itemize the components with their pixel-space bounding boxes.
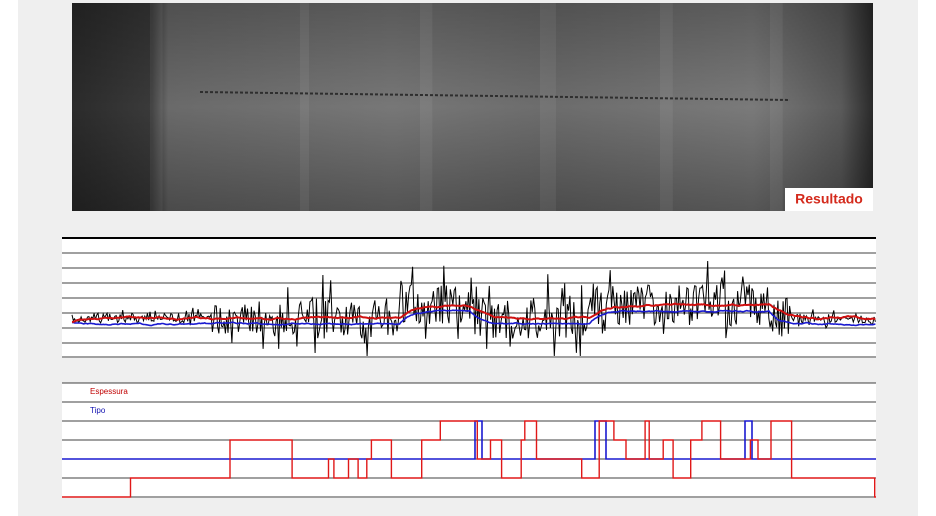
- smooth-trace: [72, 302, 876, 323]
- signal-traces: [71, 260, 876, 357]
- smooth-trace: [71, 309, 876, 327]
- film-band: [540, 3, 556, 211]
- film-band: [420, 3, 433, 211]
- radiograph-shade: [72, 3, 873, 211]
- film-bands: [150, 3, 783, 211]
- film-band: [770, 3, 783, 211]
- legend-label: Espessura: [90, 387, 128, 396]
- film-band: [150, 3, 163, 211]
- step-traces: [62, 420, 876, 498]
- film-band: [660, 3, 673, 211]
- thickness-trace: [62, 420, 876, 498]
- weld-line: [199, 91, 791, 101]
- result-label[interactable]: Resultado: [795, 191, 863, 207]
- film-band: [300, 3, 310, 211]
- result-badge: [785, 188, 873, 211]
- legend-label: Tipo: [90, 406, 106, 415]
